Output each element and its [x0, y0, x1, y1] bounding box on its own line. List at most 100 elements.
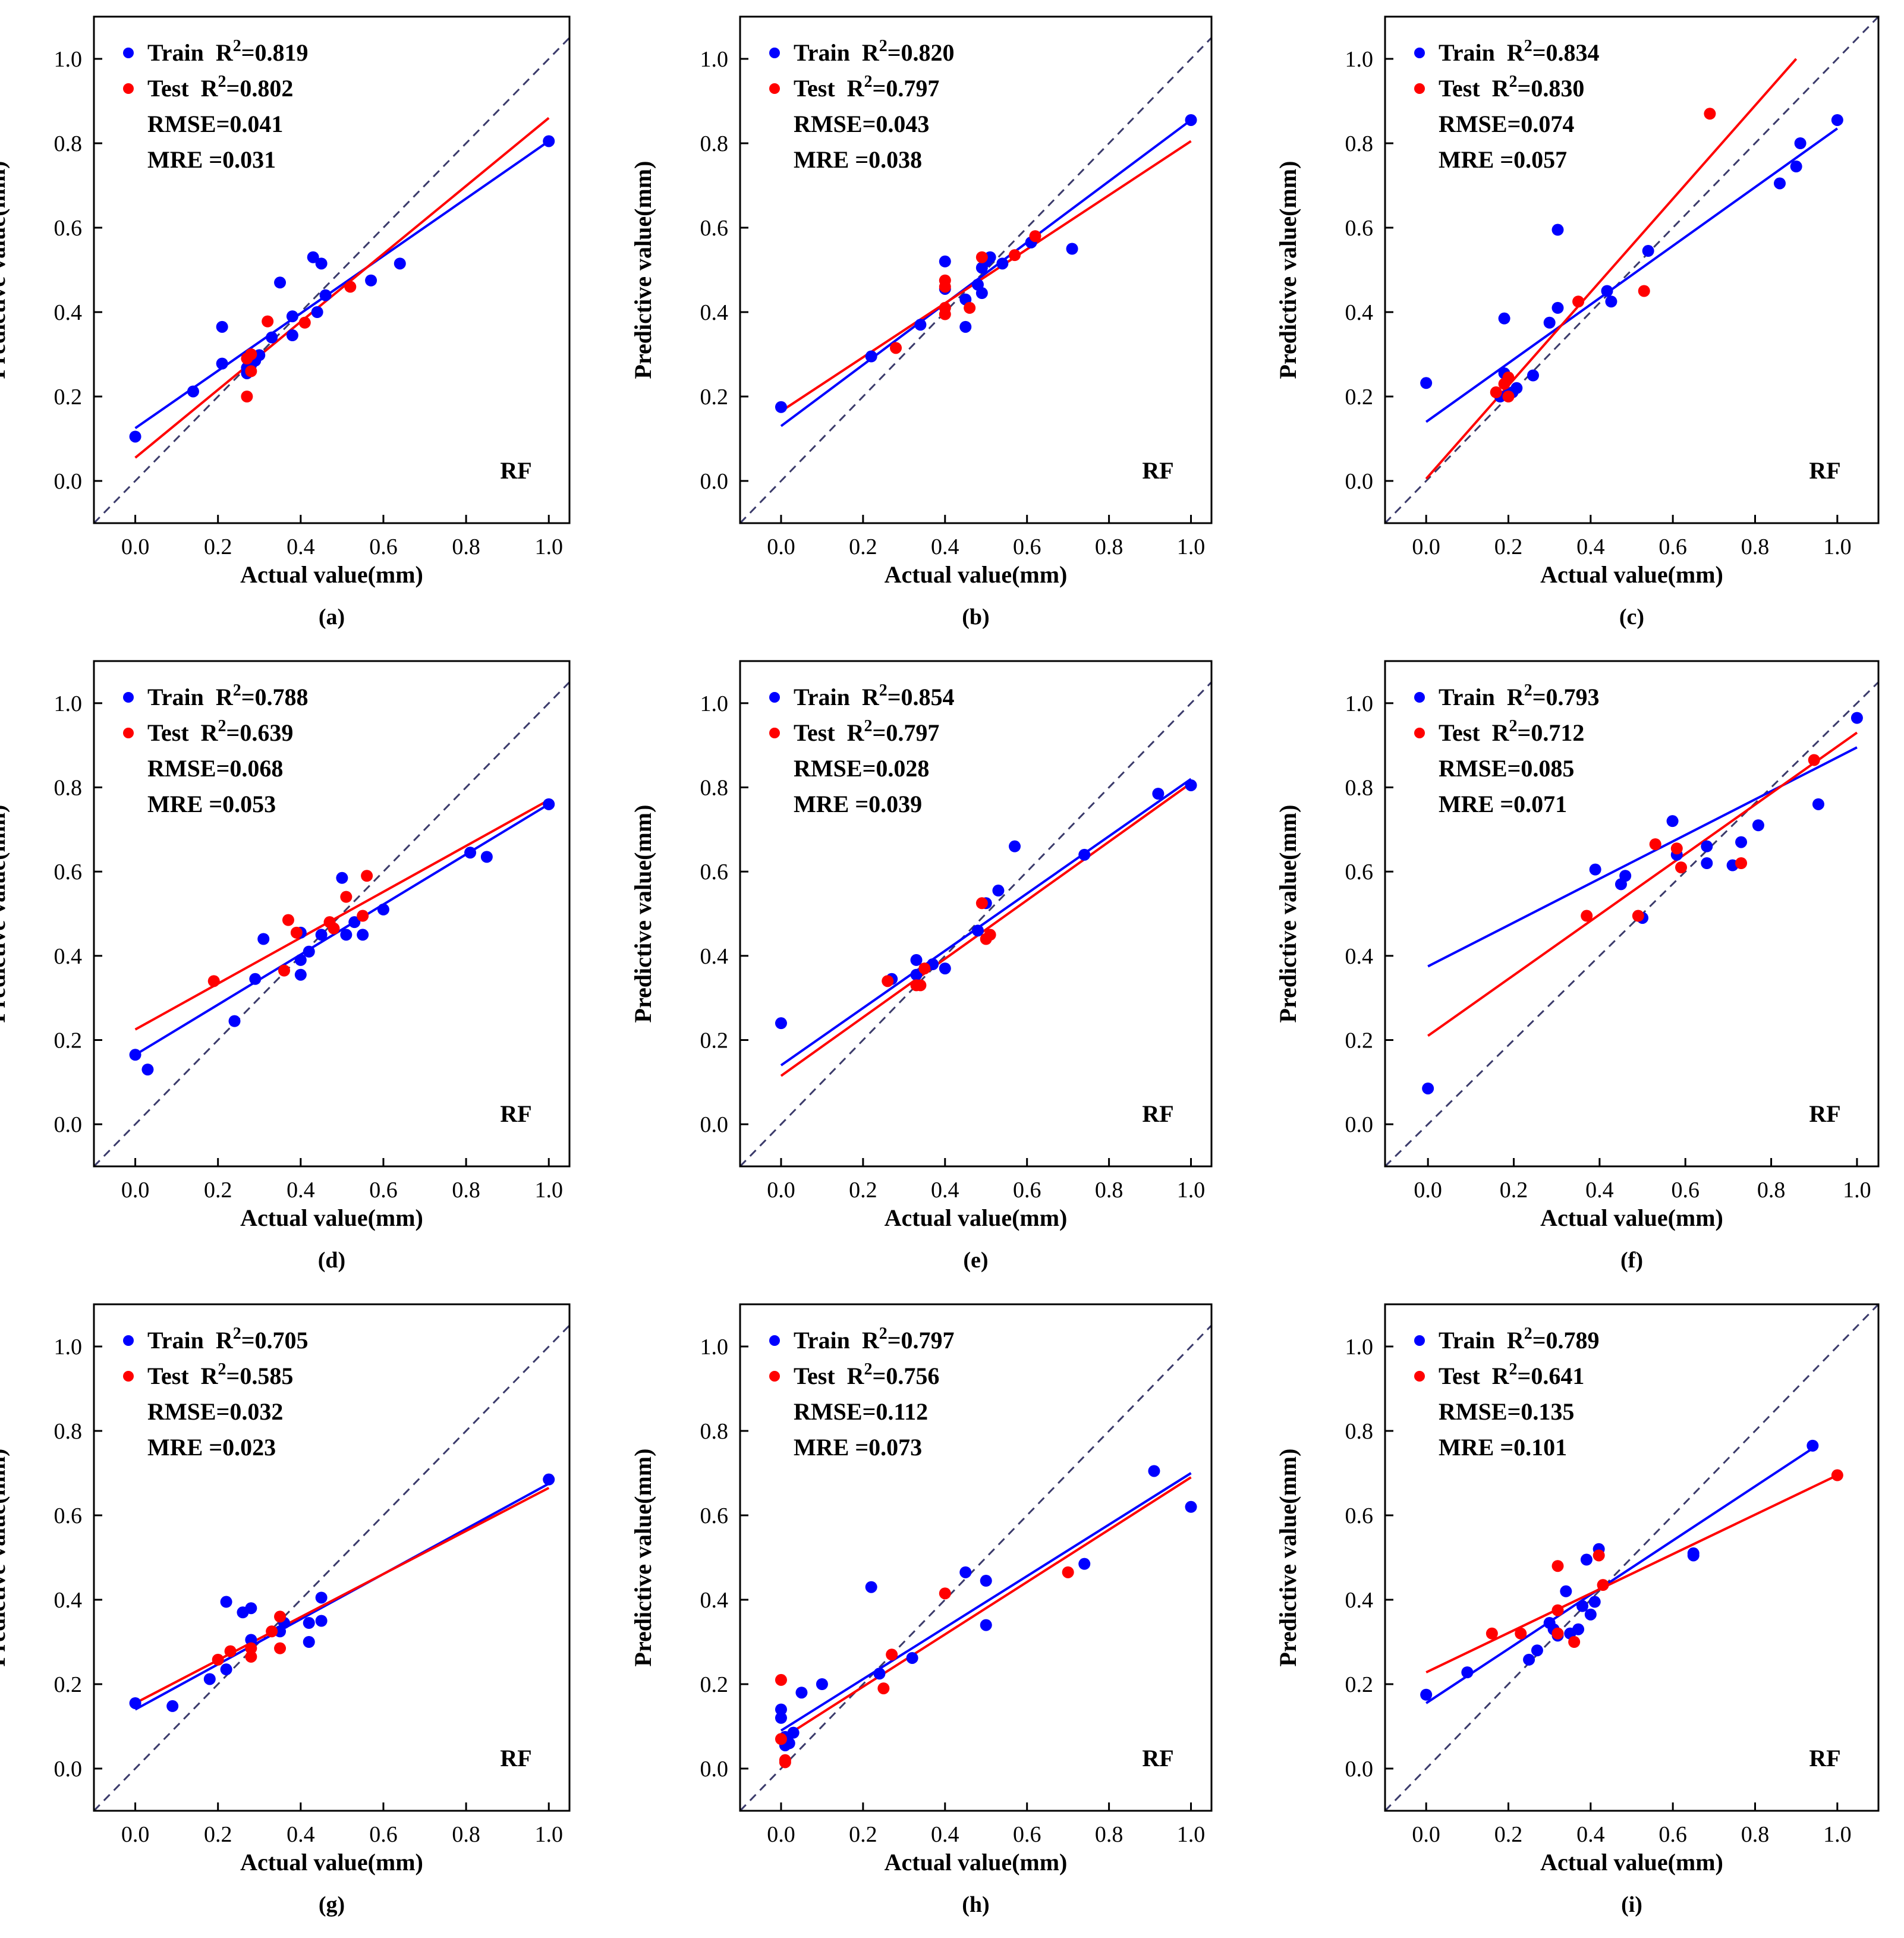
- train-point: [1601, 285, 1613, 297]
- train-point: [1078, 1558, 1091, 1570]
- test-point: [1675, 861, 1687, 874]
- train-point: [1580, 1553, 1593, 1566]
- y-tick-label: 0.2: [54, 1672, 83, 1697]
- x-axis-label: Actual value(mm): [885, 1849, 1068, 1876]
- train-legend-marker: [123, 692, 134, 703]
- test-point: [1704, 108, 1716, 120]
- test-legend-marker: [769, 728, 780, 738]
- train-point: [1523, 1653, 1535, 1666]
- rmse-text: RMSE=0.112: [794, 1398, 928, 1425]
- train-point: [975, 287, 988, 300]
- x-axis-label: Actual value(mm): [240, 1849, 423, 1876]
- train-point: [303, 1636, 315, 1648]
- plot-frame: [1384, 660, 1880, 1168]
- x-tick-label: 0.2: [849, 1178, 877, 1203]
- train-point: [1807, 1439, 1819, 1452]
- train-legend-marker: [769, 1335, 780, 1346]
- mre-text: MRE =0.031: [147, 146, 276, 173]
- plot-frame: [1384, 15, 1880, 524]
- test-point: [918, 962, 931, 975]
- test-fit-line: [1425, 58, 1798, 480]
- x-tick-label: 0.6: [1013, 1178, 1041, 1203]
- y-tick-label: 0.4: [700, 1588, 729, 1613]
- train-point: [274, 276, 287, 289]
- scatter-panel: 0.0 0.2 0.4 0.6 0.8 1.0 0.0 0.2 0.4 0.6 0.8 1.0 Actu…: [630, 1303, 1213, 1917]
- train-r2-text: Train R2=0.834: [1439, 37, 1600, 66]
- test-fit-line: [134, 799, 550, 1031]
- y-axis-label: Predictive value(mm): [1274, 161, 1301, 379]
- test-r2-text: Test R2=0.756: [794, 1360, 939, 1389]
- train-point: [1066, 243, 1078, 255]
- rmse-text: RMSE=0.068: [147, 755, 283, 782]
- train-point: [775, 1017, 787, 1030]
- train-point: [1009, 840, 1021, 852]
- train-point: [377, 903, 389, 915]
- y-tick-label: 1.0: [700, 691, 729, 716]
- test-point: [1551, 1627, 1564, 1640]
- train-point: [1527, 369, 1539, 382]
- train-point: [357, 929, 369, 941]
- train-point: [187, 385, 199, 398]
- panel-caption: (h): [962, 1892, 989, 1917]
- train-point: [1531, 1644, 1543, 1657]
- mre-text: MRE =0.023: [147, 1434, 276, 1461]
- test-r2-text: Test R2=0.641: [1439, 1360, 1584, 1389]
- test-point: [1572, 295, 1585, 308]
- y-tick-label: 0.6: [1345, 1503, 1374, 1528]
- x-tick-label: 0.0: [1412, 534, 1440, 559]
- y-tick-label: 0.4: [1345, 300, 1374, 325]
- y-tick-label: 0.4: [700, 300, 729, 325]
- train-point: [873, 1668, 886, 1680]
- y-tick-label: 0.8: [54, 776, 83, 801]
- x-tick-label: 0.6: [369, 1822, 398, 1847]
- x-tick-label: 0.6: [1671, 1178, 1700, 1203]
- train-point: [315, 929, 328, 941]
- train-point: [1790, 161, 1802, 173]
- panel-caption: (a): [319, 605, 345, 630]
- train-point: [303, 1617, 315, 1629]
- x-tick-label: 0.2: [204, 534, 232, 559]
- train-point: [1851, 712, 1863, 724]
- x-tick-label: 0.0: [767, 1822, 795, 1847]
- train-point: [1551, 301, 1564, 314]
- train-point: [315, 1591, 328, 1604]
- y-tick-label: 0.8: [1345, 776, 1374, 801]
- x-tick-label: 0.0: [1412, 1822, 1440, 1847]
- test-point: [282, 914, 294, 926]
- x-tick-label: 1.0: [534, 1822, 563, 1847]
- x-tick-label: 1.0: [1823, 1822, 1852, 1847]
- test-point: [975, 251, 988, 263]
- train-point: [1576, 1600, 1588, 1612]
- rmse-text: RMSE=0.032: [147, 1398, 283, 1425]
- test-fit-line: [780, 140, 1192, 413]
- test-point: [1670, 842, 1683, 855]
- test-point: [212, 1653, 224, 1666]
- y-tick-label: 0.4: [700, 944, 729, 969]
- y-tick-label: 0.8: [1345, 1419, 1374, 1444]
- train-point: [257, 933, 270, 945]
- train-point: [984, 251, 996, 263]
- train-point: [1735, 836, 1748, 848]
- train-r2-text: Train R2=0.793: [1439, 681, 1600, 710]
- x-tick-label: 0.8: [452, 1822, 480, 1847]
- test-r2-text: Test R2=0.712: [1439, 717, 1584, 746]
- y-tick-label: 0.0: [1345, 1757, 1374, 1782]
- train-legend-marker: [123, 48, 134, 58]
- test-point: [1649, 838, 1661, 851]
- train-point: [319, 289, 332, 301]
- x-tick-label: 1.0: [1177, 1822, 1206, 1847]
- train-point: [775, 1712, 787, 1724]
- train-point: [971, 924, 984, 937]
- test-r2-text: Test R2=0.830: [1439, 73, 1584, 102]
- scatter-panel: 0.0 0.2 0.4 0.6 0.8 1.0 0.0 0.2 0.4 0.6 0.8 1.0 Actu…: [1274, 1303, 1880, 1917]
- y-tick-label: 0.2: [54, 1028, 83, 1053]
- x-tick-label: 1.0: [1177, 534, 1206, 559]
- test-point: [779, 1756, 791, 1769]
- x-tick-label: 0.0: [121, 1822, 150, 1847]
- train-point: [1560, 1585, 1572, 1597]
- test-point: [775, 1673, 787, 1686]
- x-tick-label: 0.2: [1500, 1178, 1528, 1203]
- y-tick-label: 1.0: [700, 1335, 729, 1360]
- train-point: [1687, 1549, 1700, 1562]
- train-point: [311, 306, 323, 318]
